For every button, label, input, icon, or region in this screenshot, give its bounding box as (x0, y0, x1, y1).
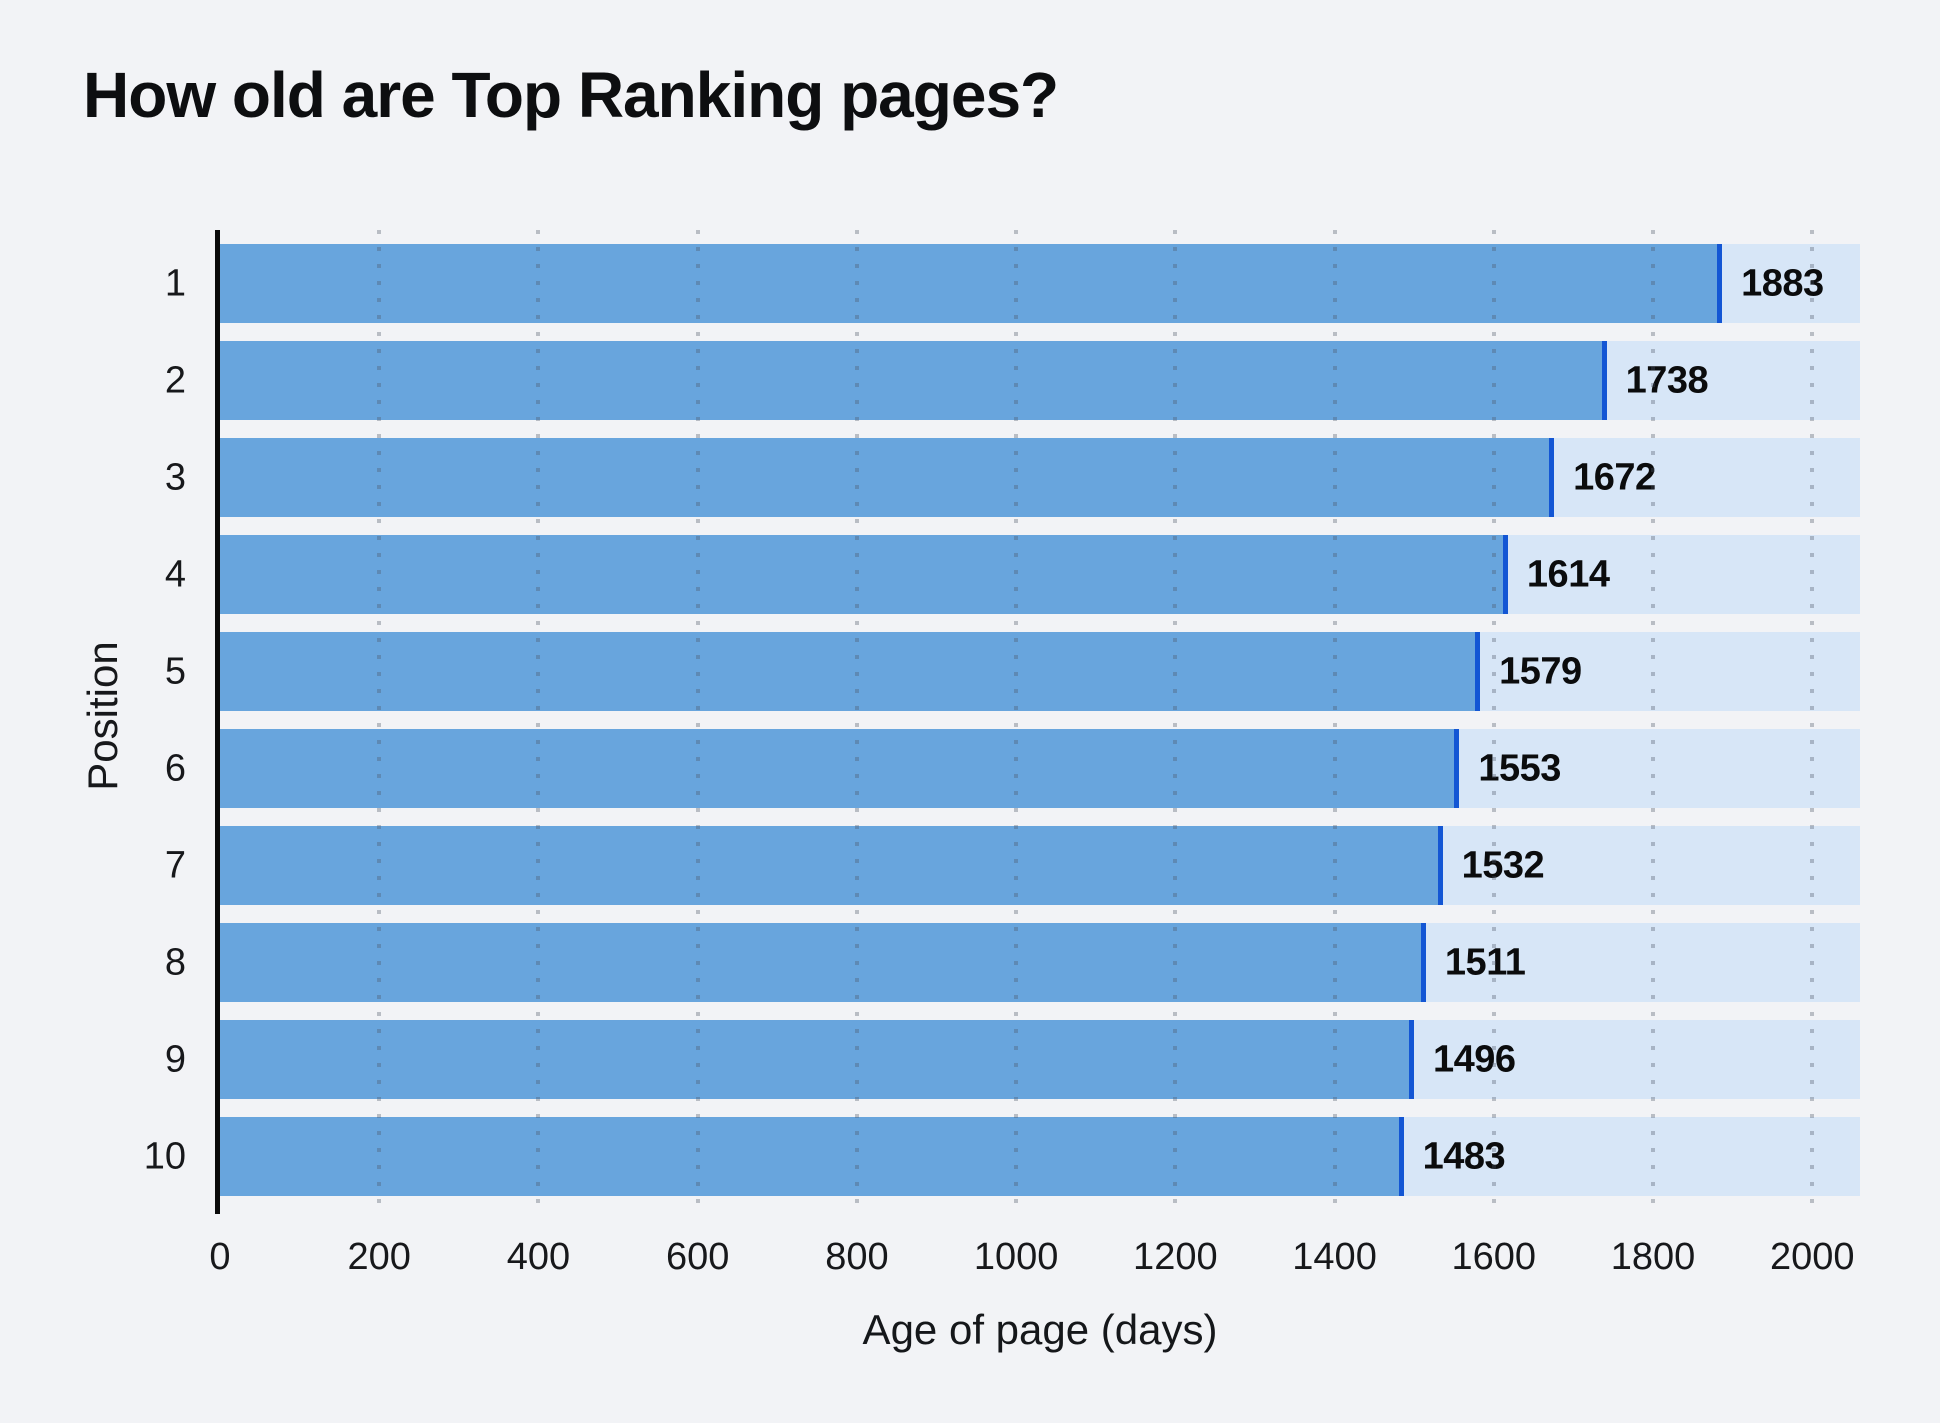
bar-value-label: 1483 (1422, 1135, 1506, 1177)
bar-value-label: 1672 (1573, 456, 1656, 498)
bar-row: 6 1553 (165, 729, 1860, 808)
chart-title: How old are Top Ranking pages? (83, 59, 1059, 131)
x-tick-label: 1400 (1292, 1236, 1377, 1278)
bar-row: 4 1614 (165, 535, 1860, 614)
bars-container: 1 1883 2 1738 3 1672 4 1614 5 1579 6 1553 7 1532 8 1511… (144, 244, 1860, 1196)
bar-row: 10 1483 (144, 1117, 1860, 1196)
gridline-600 (695, 230, 700, 1210)
bar (220, 632, 1478, 711)
x-tick-label: 1000 (973, 1236, 1059, 1278)
bar (220, 438, 1552, 517)
bar-end-cap (1398, 1117, 1404, 1196)
y-tick-label: 3 (164, 456, 186, 498)
bar-row: 5 1579 (165, 632, 1860, 711)
bar-value-label: 1579 (1499, 650, 1582, 692)
x-tick-label: 1800 (1610, 1236, 1696, 1278)
bar-value-label: 1614 (1526, 553, 1610, 595)
bar-value-label: 1738 (1625, 359, 1709, 401)
bar (220, 535, 1505, 614)
bar (220, 729, 1457, 808)
bar-end-cap (1549, 438, 1555, 517)
y-tick-label: 9 (164, 1038, 186, 1080)
gridline-1400 (1332, 230, 1337, 1210)
bar-end-cap (1454, 729, 1460, 808)
y-axis-line (215, 230, 220, 1214)
gridline-1200 (1173, 230, 1178, 1210)
y-tick-label: 5 (164, 650, 186, 692)
bar-row: 8 1511 (165, 923, 1860, 1002)
x-tick-label: 400 (506, 1236, 571, 1278)
x-tick-label: 200 (347, 1236, 411, 1278)
bar-end-cap (1408, 1020, 1414, 1099)
gridline-1000 (1014, 230, 1019, 1210)
gridline-1800 (1651, 230, 1655, 1210)
plot-area: 1 1883 2 1738 3 1672 4 1614 5 1579 6 1553 7 1532 8 1511… (144, 230, 1860, 1214)
y-tick-label: 8 (164, 941, 186, 983)
bar-end-cap (1502, 535, 1508, 614)
x-tick-label: 600 (665, 1236, 730, 1278)
x-tick-labels: 0 200 400 600 800 1000 1200 1400 1600 1800 2000 (209, 1236, 1860, 1282)
x-tick-label: 1200 (1133, 1236, 1218, 1278)
bar-end-cap (1601, 341, 1607, 420)
x-tick-label: 800 (825, 1236, 889, 1278)
gridline-2000 (1810, 230, 1815, 1210)
y-tick-label: 6 (164, 747, 186, 789)
bar (220, 1020, 1411, 1099)
bar-end-cap (1420, 923, 1426, 1002)
y-tick-label: 4 (164, 553, 186, 595)
x-tick-label: 2000 (1769, 1236, 1855, 1278)
bar (220, 923, 1423, 1002)
bar-row: 9 1496 (165, 1020, 1860, 1099)
y-tick-label: 2 (164, 359, 186, 401)
gridline-1600 (1491, 230, 1496, 1210)
gridline-800 (854, 230, 859, 1210)
bar-row: 2 1738 (165, 341, 1860, 420)
bar-value-label: 1532 (1461, 844, 1545, 886)
bar-value-label: 1496 (1432, 1038, 1516, 1080)
bar (220, 244, 1720, 323)
bar-value-label: 1553 (1478, 747, 1561, 789)
bar (220, 826, 1440, 905)
bar-end-cap (1475, 632, 1481, 711)
bar-row: 1 1883 (165, 244, 1860, 323)
x-tick-label: 0 (209, 1236, 231, 1278)
bar-value-label: 1883 (1741, 262, 1824, 304)
bar-end-cap (1717, 244, 1723, 323)
bar-row: 3 1672 (165, 438, 1860, 517)
gridline-400 (536, 230, 541, 1210)
x-axis-title: Age of page (days) (862, 1306, 1218, 1353)
x-tick-label: 1600 (1451, 1236, 1537, 1278)
bar-value-label: 1511 (1444, 941, 1526, 983)
bar-row: 7 1532 (165, 826, 1860, 905)
y-tick-label: 7 (164, 844, 186, 886)
y-tick-label: 1 (164, 262, 186, 304)
bar (220, 341, 1604, 420)
gridline-200 (377, 230, 382, 1210)
y-tick-label: 10 (143, 1135, 186, 1177)
y-axis-title: Position (79, 641, 126, 791)
bar-end-cap (1437, 826, 1443, 905)
bar (220, 1117, 1401, 1196)
